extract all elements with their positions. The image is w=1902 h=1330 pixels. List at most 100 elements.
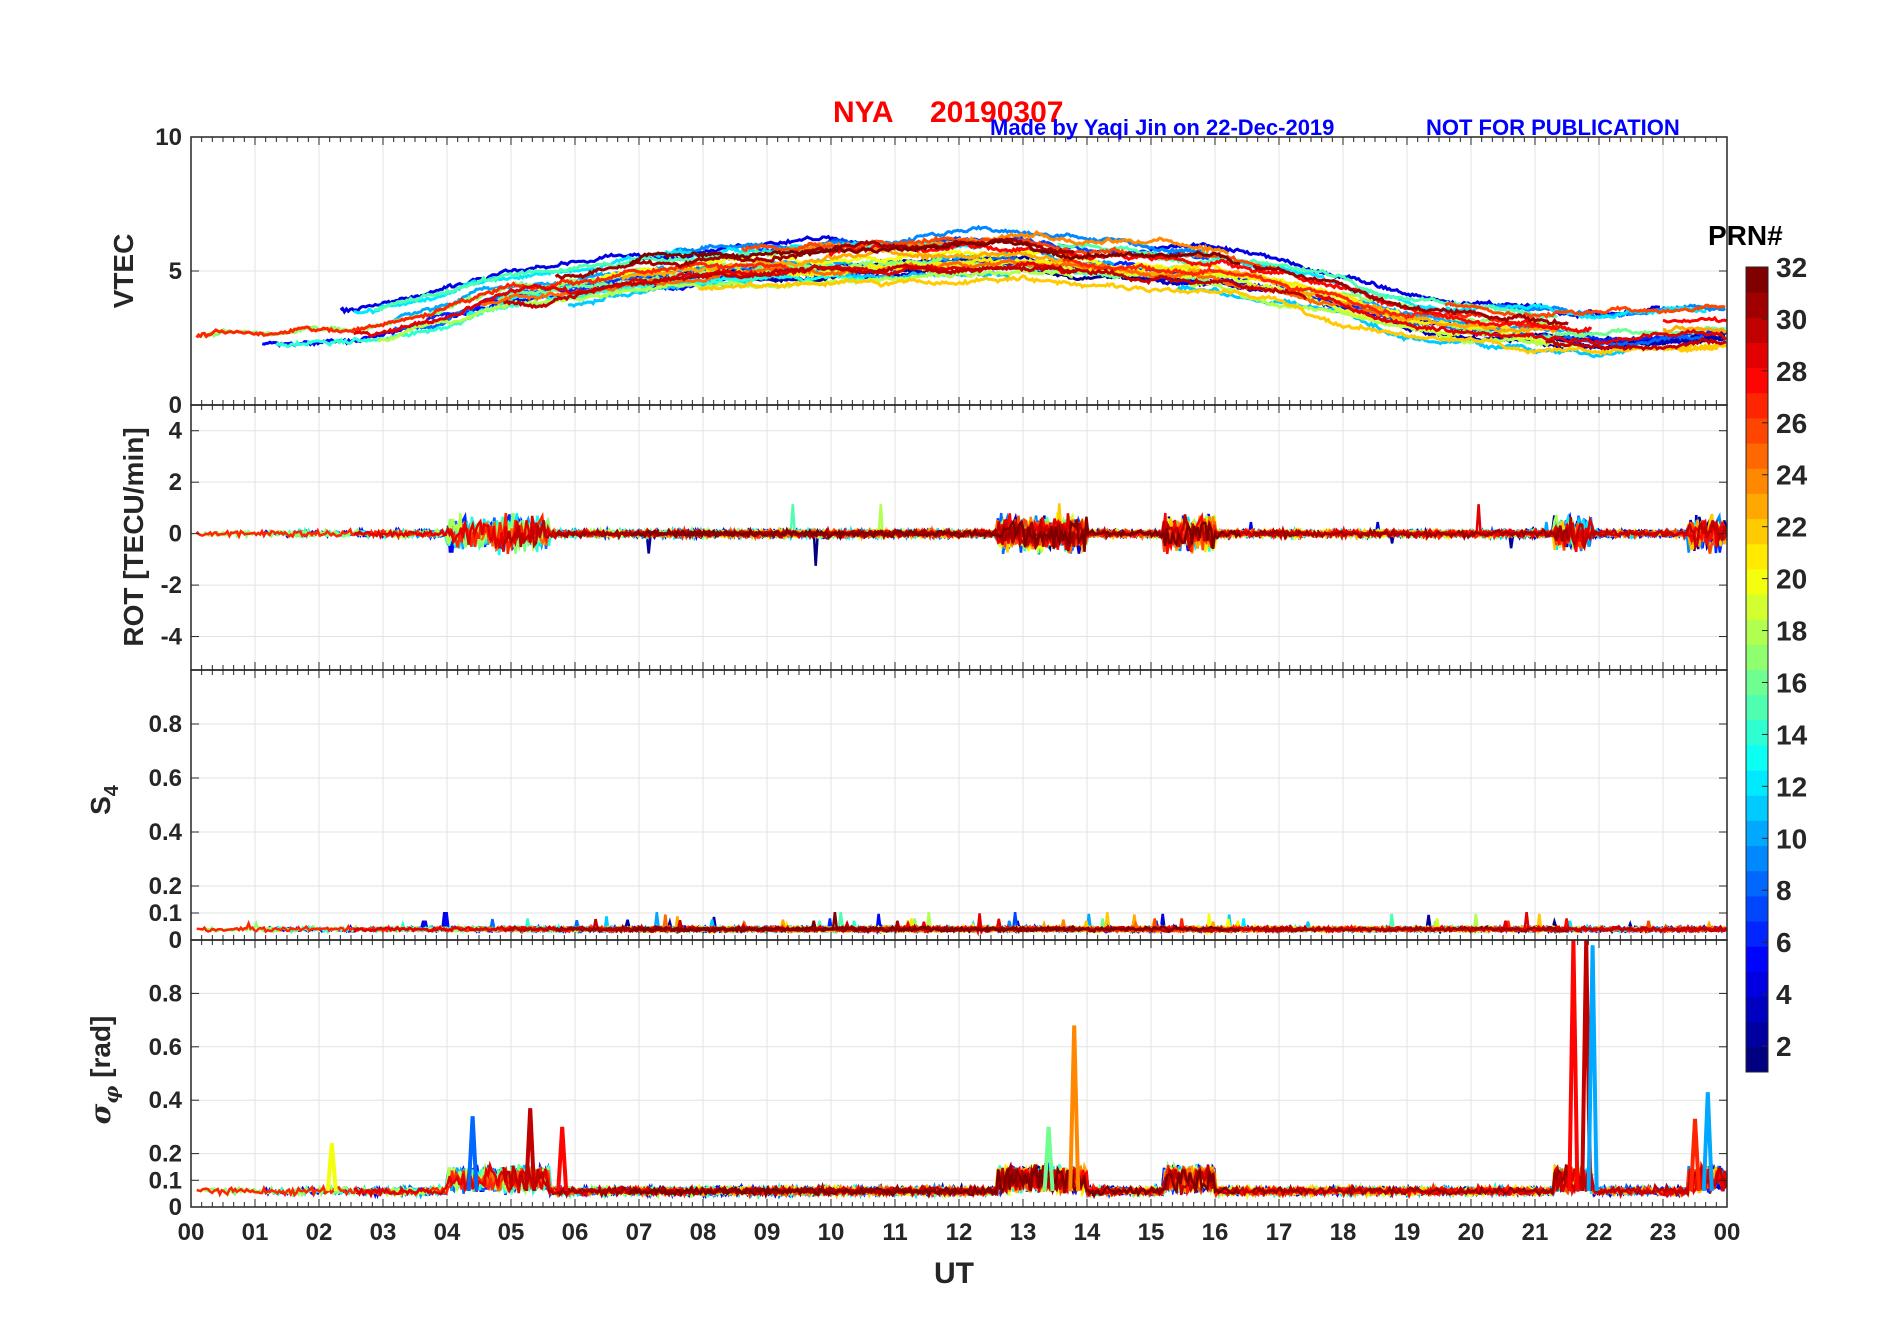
y-tick-label: 0 bbox=[169, 927, 182, 954]
vtec-trace bbox=[698, 274, 1719, 357]
y-tick-label: 5 bbox=[169, 258, 182, 285]
colorbar-segment bbox=[1746, 594, 1768, 620]
sigma-phi-spike bbox=[1701, 1092, 1714, 1192]
y-tick-label: 0.8 bbox=[149, 711, 182, 738]
y-tick-label: 0.4 bbox=[149, 819, 183, 846]
y-tick-label: 2 bbox=[169, 469, 182, 496]
x-axis-label: UT bbox=[934, 1257, 974, 1290]
sigma-phi-trace bbox=[628, 1163, 1241, 1200]
sigma-phi-trace bbox=[1252, 1164, 1570, 1199]
x-tick-label: 06 bbox=[562, 1219, 589, 1246]
colorbar-segment bbox=[1746, 367, 1768, 394]
colorbar-frame bbox=[1745, 266, 1769, 1073]
y-tick-label: -2 bbox=[161, 572, 182, 599]
colorbar-segment bbox=[1746, 543, 1768, 570]
colorbar-segment bbox=[1746, 744, 1768, 771]
x-tick-label: 13 bbox=[1010, 1219, 1037, 1246]
colorbar-tick-label: 14 bbox=[1776, 719, 1808, 750]
y-tick-label: 0.2 bbox=[149, 873, 182, 900]
colorbar-segment bbox=[1746, 292, 1768, 318]
x-tick-label: 20 bbox=[1458, 1219, 1485, 1246]
colorbar-segment bbox=[1746, 870, 1768, 897]
y-tick-label: 0.2 bbox=[149, 1141, 182, 1168]
x-tick-label: 10 bbox=[818, 1219, 845, 1246]
x-tick-label: 18 bbox=[1330, 1219, 1357, 1246]
vtec-trace bbox=[1062, 255, 1559, 331]
sigma-phi-spike bbox=[524, 1108, 537, 1192]
colorbar-segment bbox=[1746, 493, 1768, 520]
rot-trace bbox=[1544, 516, 1728, 552]
y-tick-label: 0.6 bbox=[149, 765, 182, 792]
colorbar-tick-label: 28 bbox=[1776, 356, 1807, 387]
vtec-trace bbox=[1662, 315, 1727, 324]
vtec-trace bbox=[1569, 328, 1727, 344]
y-tick-label: 0.6 bbox=[149, 1034, 182, 1061]
colorbar-segment bbox=[1746, 820, 1768, 847]
y-axis-label: ROT [TECU/min] bbox=[118, 427, 149, 646]
rot-trace bbox=[628, 516, 1242, 552]
colorbar-segment bbox=[1746, 971, 1768, 998]
rot-trace bbox=[1253, 525, 1570, 542]
y-tick-label: 0 bbox=[169, 521, 182, 548]
colorbar-tick-label: 10 bbox=[1776, 823, 1807, 854]
colorbar-segment bbox=[1746, 317, 1768, 343]
sigma-phi-spike bbox=[1586, 945, 1599, 1192]
colorbar-tick-label: 4 bbox=[1776, 979, 1792, 1010]
colorbar-segment bbox=[1746, 719, 1768, 746]
y-tick-label: 0.1 bbox=[149, 900, 182, 927]
y-tick-label: 0 bbox=[169, 1194, 182, 1221]
sigma-phi-spike bbox=[1689, 1118, 1701, 1192]
date-title: 20190307 bbox=[930, 96, 1063, 129]
x-tick-label: 16 bbox=[1202, 1219, 1229, 1246]
vtec-trace bbox=[628, 238, 1241, 266]
y-tick-label: 0.8 bbox=[149, 980, 182, 1007]
sigma-phi-spike bbox=[466, 1116, 479, 1192]
s4-trace bbox=[628, 912, 1241, 934]
colorbar-segment bbox=[1746, 845, 1768, 872]
sigma-phi-spike bbox=[1042, 1126, 1055, 1192]
colorbar-segment bbox=[1746, 694, 1768, 721]
x-tick-label: 22 bbox=[1586, 1219, 1613, 1246]
y-tick-label: -4 bbox=[161, 624, 183, 651]
vtec-trace bbox=[1545, 336, 1727, 352]
y-tick-label: 0.1 bbox=[149, 1167, 182, 1194]
colorbar-segment bbox=[1746, 342, 1768, 369]
colorbar-tick-label: 16 bbox=[1776, 667, 1807, 698]
sigma-phi-spike bbox=[325, 1142, 338, 1192]
y-tick-label: 0.4 bbox=[149, 1087, 183, 1114]
x-tick-label: 11 bbox=[882, 1219, 907, 1246]
colorbar-segment bbox=[1746, 1021, 1768, 1048]
x-tick-label: 03 bbox=[370, 1219, 397, 1246]
s4-trace bbox=[1545, 924, 1727, 934]
colorbar-segment bbox=[1746, 1046, 1768, 1073]
s4-trace bbox=[1252, 924, 1569, 934]
x-tick-label: 00 bbox=[178, 1219, 205, 1246]
y-tick-label: 4 bbox=[169, 418, 183, 445]
colorbar-segment bbox=[1746, 619, 1768, 645]
rot-trace bbox=[609, 516, 1190, 566]
x-tick-label: 14 bbox=[1074, 1219, 1101, 1246]
colorbar-segment bbox=[1746, 946, 1768, 972]
colorbar-tick-label: 26 bbox=[1776, 408, 1807, 439]
colorbar-segment bbox=[1746, 267, 1768, 293]
colorbar-segment bbox=[1746, 895, 1768, 922]
x-tick-label: 19 bbox=[1394, 1219, 1421, 1246]
colorbar-segment bbox=[1746, 468, 1768, 494]
y-axis-label: S4 bbox=[85, 784, 123, 815]
x-tick-label: 17 bbox=[1266, 1219, 1293, 1246]
colorbar-tick-label: 24 bbox=[1776, 460, 1808, 491]
colorbar-tick-label: 2 bbox=[1776, 1031, 1792, 1062]
y-tick-label: 10 bbox=[155, 124, 182, 151]
x-tick-label: 02 bbox=[306, 1219, 333, 1246]
x-tick-label: 08 bbox=[690, 1219, 717, 1246]
notice-text: NOT FOR PUBLICATION bbox=[1426, 115, 1680, 140]
y-axis-label: σφ [rad] bbox=[84, 1016, 123, 1125]
colorbar-tick-label: 20 bbox=[1776, 564, 1807, 595]
x-tick-label: 05 bbox=[498, 1219, 525, 1246]
colorbar-tick-label: 32 bbox=[1776, 252, 1807, 283]
colorbar-segment bbox=[1746, 443, 1768, 469]
vtec-trace bbox=[502, 263, 1308, 310]
colorbar-tick-label: 30 bbox=[1776, 304, 1807, 335]
station-title: NYA bbox=[833, 96, 894, 129]
sigma-phi-spike bbox=[556, 1126, 569, 1192]
